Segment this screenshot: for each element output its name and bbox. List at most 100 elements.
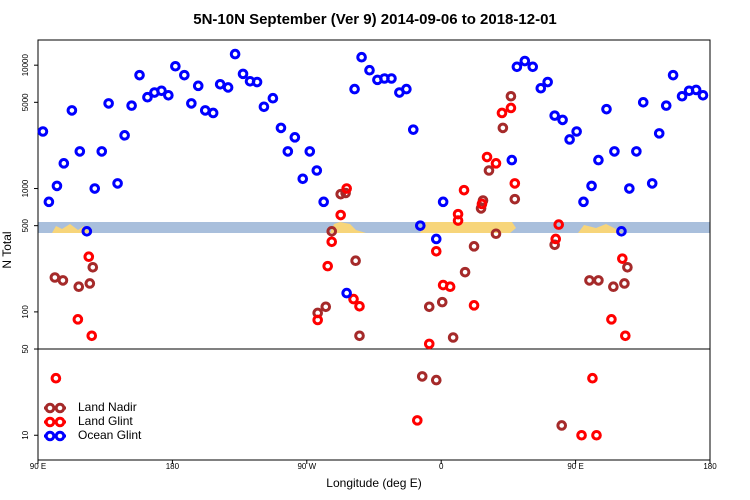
point [697,89,709,101]
point [348,293,359,305]
point [163,89,174,101]
point [591,429,602,441]
point [616,226,627,237]
point [490,158,502,169]
point [414,220,426,231]
point [631,146,642,157]
point [676,90,688,102]
y-tick-label: 100 [21,305,30,319]
point [51,180,63,192]
x-tick-label: 90 E [567,462,583,471]
point [57,275,69,286]
point [72,314,84,325]
point [386,73,397,84]
point [535,82,547,94]
x-tick-label: 180 [166,462,180,471]
point [356,51,367,63]
point [468,241,480,252]
point [587,372,598,384]
point [468,300,480,311]
x-tick-label: 180 [703,462,717,471]
point [222,82,234,93]
x-tick-label: 90 W [297,462,316,471]
point [86,330,98,342]
point [412,415,423,426]
point [509,178,521,189]
series [37,48,709,299]
legend-marker [44,402,56,414]
point [576,429,587,441]
point [660,100,672,111]
legend-marker [44,416,56,428]
point [341,183,352,194]
legend-marker [44,430,56,442]
point [83,251,95,263]
point [549,110,560,121]
point [407,124,419,135]
point [459,266,471,278]
point [511,61,523,73]
point [527,61,539,73]
point [322,260,334,272]
point [601,103,612,115]
point [436,296,448,308]
point [50,372,62,384]
point [483,165,495,176]
point [87,261,99,273]
point [335,209,346,221]
point [126,100,137,111]
point [550,233,562,245]
y-tick-label: 500 [21,218,30,232]
point [622,261,633,273]
map-strip [38,222,710,233]
legend-label: Land Nadir [78,400,137,414]
point [506,154,518,166]
point [509,193,521,205]
point [258,101,270,113]
x-tick-label: 90 E [30,462,46,471]
y-tick-label: 50 [21,344,30,353]
land-shape [578,224,622,233]
point [84,278,96,289]
point [593,275,604,286]
point [444,281,456,293]
point [119,130,130,141]
point [505,102,517,114]
point [134,69,145,81]
point [571,126,582,137]
point [112,178,123,189]
point [312,314,324,326]
point [326,226,338,237]
point [349,83,360,95]
point [103,98,114,109]
y-axis-label: N Total [0,231,14,268]
land-shape [420,222,516,233]
point [481,151,493,163]
point [74,146,86,157]
point [416,371,428,382]
point [251,76,263,88]
point [289,132,301,143]
series [50,102,631,441]
point [186,98,197,109]
point [430,374,442,386]
legend-label: Land Glint [78,414,133,428]
point [609,146,620,157]
point [335,188,346,200]
point [320,301,332,313]
point [58,158,70,169]
point [608,281,619,293]
point [282,146,294,157]
point [617,253,628,264]
point [96,146,108,157]
y-tick-label: 10000 [21,54,30,77]
point [89,183,101,194]
point [170,60,181,72]
plot-frame [37,39,711,461]
x-tick-label: 0 [439,462,444,471]
point [229,48,241,60]
point [519,55,531,67]
point [690,84,702,96]
point [43,196,55,208]
